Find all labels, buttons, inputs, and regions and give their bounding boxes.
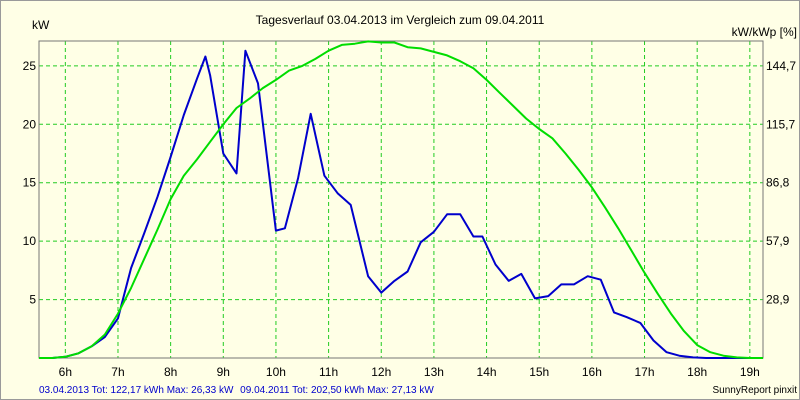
y-tick-label: 20 <box>23 117 37 131</box>
x-tick-label: 12h <box>371 365 391 379</box>
y2-axis-label: kW/kWp [%] <box>732 25 797 39</box>
x-tick-label: 6h <box>59 365 72 379</box>
grid <box>39 41 763 358</box>
x-tick-label: 10h <box>266 365 286 379</box>
tick-labels: 6h 7h 8h 9h 10h 11h 12h 13h 14h 15h 16h 17h 18h 19h 5 2… <box>23 59 797 379</box>
y2-tick-label: 57,9 <box>766 234 790 248</box>
legend-series-2-stats: Tot: 202,50 kWh Max: 27,13 kW <box>289 385 434 396</box>
legend-series-2-date: 09.04.2011 <box>240 385 290 396</box>
plot-area-border <box>38 40 764 359</box>
y-tick-label: 5 <box>29 293 36 307</box>
x-tick-label: 7h <box>111 365 124 379</box>
y-tick-label: 10 <box>23 234 37 248</box>
x-tick-label: 18h <box>687 365 707 379</box>
y2-tick-label: 86,8 <box>766 176 790 190</box>
x-tick-label: 9h <box>217 365 230 379</box>
x-tick-label: 13h <box>424 365 444 379</box>
legend-series-1-date: 03.04.2013 <box>39 385 89 396</box>
y2-tick-label: 115,7 <box>766 117 795 131</box>
x-tick-label: 19h <box>740 365 760 379</box>
footer-legend: 03.04.2013 Tot: 122,17 kWh Max: 26,33 kW… <box>39 385 434 396</box>
series-line-1 <box>39 49 763 359</box>
chart-title: Tagesverlauf 03.04.2013 im Vergleich zum… <box>256 13 545 27</box>
y-axis-label: kW <box>32 18 50 32</box>
series-line-2 <box>39 40 763 359</box>
brand-label: SunnyReport pinxit <box>713 385 798 396</box>
y-tick-label: 15 <box>23 176 37 190</box>
y2-tick-label: 144,7 <box>766 59 796 73</box>
x-tick-label: 17h <box>635 365 655 379</box>
y-tick-label: 25 <box>23 59 37 73</box>
x-tick-label: 15h <box>529 365 549 379</box>
y2-tick-label: 28,9 <box>766 293 790 307</box>
x-tick-label: 14h <box>477 365 497 379</box>
x-tick-label: 16h <box>582 365 602 379</box>
x-tick-label: 8h <box>164 365 177 379</box>
series <box>39 40 763 359</box>
x-tick-label: 11h <box>319 365 338 379</box>
legend-series-1-stats: Tot: 122,17 kWh Max: 26,33 kW <box>89 385 234 396</box>
